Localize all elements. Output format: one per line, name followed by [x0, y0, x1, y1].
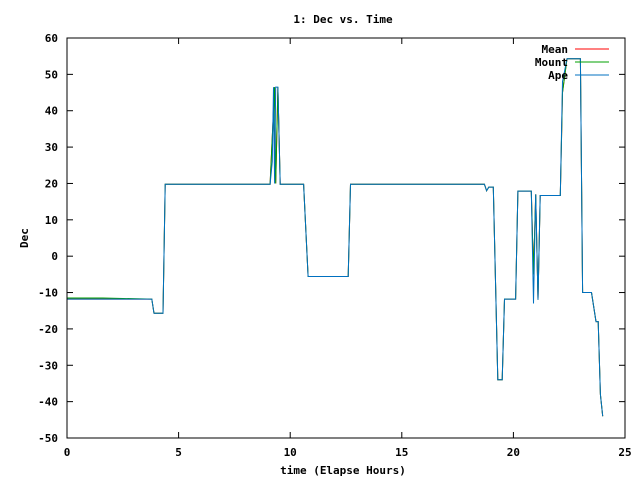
series-line-ape [67, 58, 604, 417]
y-tick-label: 10 [45, 214, 58, 227]
legend-label: Mean [542, 43, 569, 56]
y-tick-label: -30 [38, 359, 58, 372]
series-line-mean [67, 58, 604, 417]
y-tick-label: -40 [38, 396, 58, 409]
legend-label: Mount [535, 56, 568, 69]
y-tick-label: -20 [38, 323, 58, 336]
y-tick-label: -10 [38, 287, 58, 300]
y-tick-label: 50 [45, 68, 58, 81]
x-tick-label: 5 [175, 446, 182, 459]
plot-frame [66, 37, 626, 439]
x-tick-label: 20 [507, 446, 520, 459]
x-axis-label: time (Elapse Hours) [280, 464, 406, 477]
series-line-mount [67, 58, 604, 417]
x-tick-label: 10 [284, 446, 297, 459]
y-tick-label: 0 [51, 250, 58, 263]
y-tick-label: 40 [45, 105, 58, 118]
y-axis-label: Dec [18, 228, 31, 248]
x-tick-label: 0 [64, 446, 71, 459]
legend-label: Ape [548, 69, 568, 82]
y-tick-label: 60 [45, 32, 58, 45]
y-tick-label: -50 [38, 432, 58, 445]
y-tick-label: 30 [45, 141, 58, 154]
x-tick-label: 15 [395, 446, 408, 459]
chart-title: 1: Dec vs. Time [293, 13, 393, 26]
y-tick-label: 20 [45, 177, 58, 190]
x-tick-label: 25 [618, 446, 631, 459]
